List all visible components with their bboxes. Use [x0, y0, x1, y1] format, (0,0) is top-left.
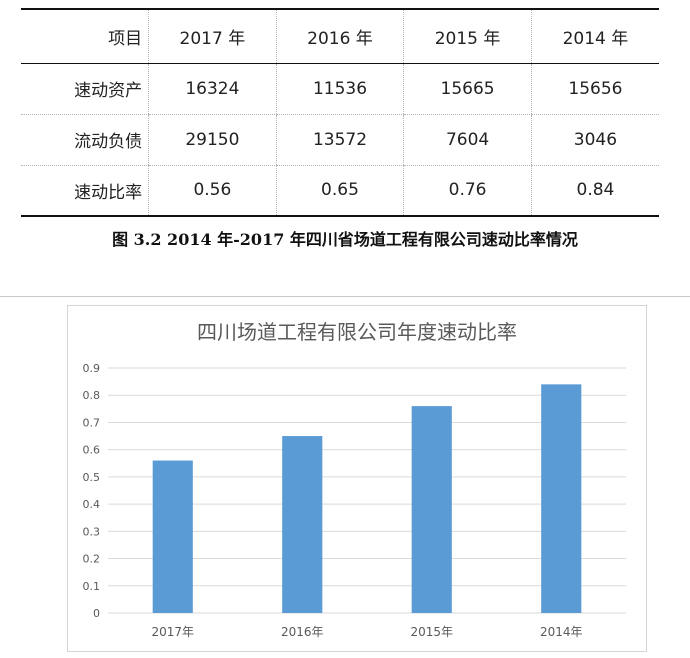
y-tick-label: 0.7: [83, 416, 101, 429]
page-divider: [0, 296, 690, 297]
y-tick-label: 0.4: [83, 498, 101, 511]
bar: [152, 460, 193, 613]
table-cell: 7604: [403, 114, 532, 166]
x-tick-label: 2017年: [151, 625, 194, 639]
table-cell: 0.76: [403, 165, 532, 217]
table-cell: 11536: [275, 63, 404, 115]
table-cell: 29150: [148, 114, 277, 166]
table-header-year: 2014 年: [530, 8, 659, 64]
bar-chart: 0 0.1 0.2 0.3 0.4 0.5 0.6 0.7 0.8 0.9 2017年 2016年 20…: [83, 362, 626, 639]
bar: [282, 436, 323, 613]
bar: [411, 406, 452, 613]
y-tick-label: 0.1: [83, 580, 101, 593]
table-cell: 16324: [148, 63, 277, 115]
y-tick-label: 0.6: [83, 444, 101, 457]
chart-container: 四川场道工程有限公司年度速动比率 0 0.1 0.2 0.3 0.4 0.5 0.6 0.7 0…: [67, 305, 647, 652]
table-cell: 13572: [275, 114, 404, 166]
table-cell: 0.65: [275, 165, 404, 217]
table-row: 速动比率 0.56 0.65 0.76 0.84: [21, 165, 659, 217]
table-header-item: 项目: [21, 8, 149, 64]
y-tick-label: 0.2: [83, 553, 101, 566]
table-header-year: 2016 年: [275, 8, 404, 64]
table-header-year: 2017 年: [148, 8, 277, 64]
y-tick-label: 0.3: [83, 525, 101, 538]
y-tick-label: 0.9: [83, 362, 101, 375]
x-tick-label: 2016年: [281, 625, 324, 639]
bar: [541, 384, 582, 613]
table-cell: 0.56: [148, 165, 277, 217]
figure-caption: 图 3.2 2014 年-2017 年四川省场道工程有限公司速动比率情况: [112, 230, 578, 249]
row-label-quick-ratio: 速动比率: [21, 165, 149, 217]
table-header-row: 项目 2017 年 2016 年 2015 年 2014 年: [21, 8, 659, 64]
table-row: 流动负债 29150 13572 7604 3046: [21, 114, 659, 166]
row-label-quick-assets: 速动资产: [21, 63, 149, 115]
table-cell: 3046: [530, 114, 659, 166]
table-cell: 0.84: [530, 165, 659, 217]
table-header-year: 2015 年: [403, 8, 532, 64]
row-label-current-liabilities: 流动负债: [21, 114, 149, 166]
table-row: 速动资产 16324 11536 15665 15656: [21, 63, 659, 115]
data-table-container: 项目 2017 年 2016 年 2015 年 2014 年 速动资产 1632…: [21, 8, 659, 217]
y-tick-label: 0: [93, 607, 100, 620]
y-tick-label: 0.5: [83, 471, 101, 484]
table-cell: 15665: [403, 63, 532, 115]
x-tick-label: 2014年: [540, 625, 583, 639]
y-tick-label: 0.8: [83, 389, 101, 402]
table-cell: 15656: [530, 63, 659, 115]
x-tick-label: 2015年: [410, 625, 453, 639]
quick-ratio-table: 项目 2017 年 2016 年 2015 年 2014 年 速动资产 1632…: [21, 8, 659, 217]
chart-title: 四川场道工程有限公司年度速动比率: [197, 320, 517, 344]
